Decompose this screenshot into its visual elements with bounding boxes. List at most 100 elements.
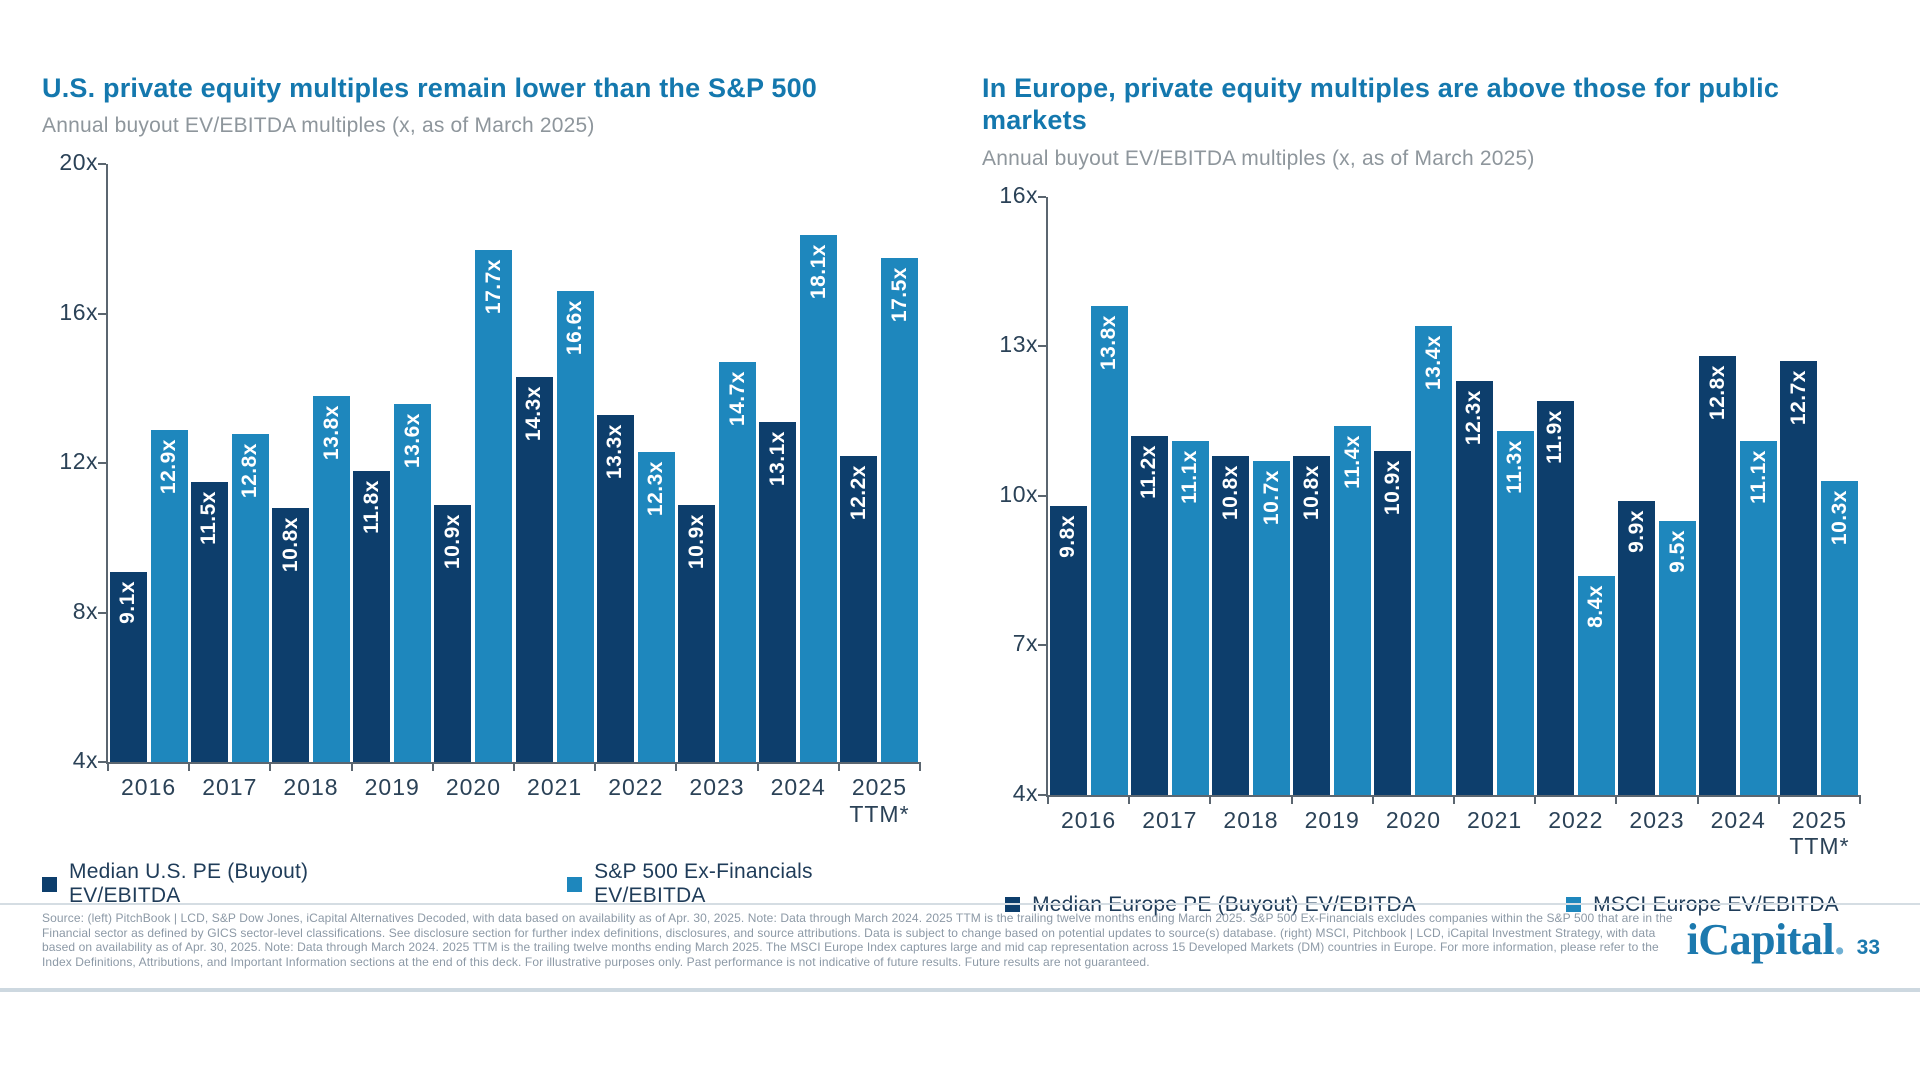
x-axis-tick [1209, 794, 1212, 804]
bar: 12.2x [840, 455, 878, 763]
x-axis-category-label: 2024 [770, 774, 826, 801]
charts-row: U.S. private equity multiples remain low… [42, 58, 1862, 917]
bar-group: 11.9x 8.4x 2022 [1535, 197, 1616, 833]
bar-value-label: 13.4x [1421, 335, 1445, 391]
x-axis-category-label: 2019 [364, 774, 420, 801]
bar-value-label: 10.8x [278, 517, 302, 573]
bar-value-label: 16.6x [563, 300, 587, 356]
x-axis-category-label: 2019 [1304, 806, 1360, 833]
bar-value-label: 11.1x [1178, 449, 1202, 504]
y-axis-tick-label: 8x [72, 597, 98, 624]
bar: 11.3x [1496, 431, 1534, 795]
y-axis-tick-label: 12x [59, 448, 98, 475]
y-axis-tick-label: 16x [59, 298, 98, 325]
bar-value-label: 11.1x [1746, 449, 1770, 504]
bar-value-label: 12.7x [1786, 370, 1810, 426]
page-number: 33 [1856, 936, 1880, 959]
x-axis-tick [675, 762, 678, 772]
bar: 13.3x [596, 414, 634, 763]
x-axis-category-label: 2022 [608, 774, 664, 801]
bar-value-label: 10.9x [1380, 459, 1404, 515]
bar-value-label: 12.9x [157, 438, 181, 494]
bar: 10.7x [1253, 460, 1290, 795]
bar-value-label: 14.7x [725, 371, 749, 427]
x-axis-tick [594, 762, 597, 772]
x-axis-tick [1453, 794, 1455, 804]
bar-value-label: 9.5x [1665, 529, 1689, 573]
x-axis-category-label: 2022 [1548, 806, 1604, 833]
bar-value-label: 17.5x [887, 266, 911, 322]
bar: 13.4x [1415, 326, 1453, 795]
x-axis-tick [756, 762, 759, 772]
logo-dot: . [1834, 915, 1845, 964]
bar-value-label: 11.8x [359, 479, 383, 534]
x-axis-tick [188, 762, 191, 772]
legend-item: Median U.S. PE (Buyout) EV/EBITDA [42, 860, 417, 908]
x-axis-category-label: 2017 [202, 774, 258, 801]
legend-swatch-light [567, 876, 583, 892]
bar-value-label: 13.1x [765, 431, 789, 487]
bar: 10.9x [434, 504, 472, 763]
x-axis-category-label: 2021 [527, 774, 583, 801]
bar-group: 12.2x 17.5x 2025 TTM* [839, 164, 920, 827]
footer-bottom-divider [0, 988, 1920, 992]
legend-item: S&P 500 Ex-Financials EV/EBITDA [567, 860, 922, 908]
bar: 8.4x [1577, 575, 1615, 795]
bar: 10.9x [678, 504, 716, 763]
x-axis-category-label: 2017 [1142, 806, 1198, 833]
bar-group: 10.8x 13.8x 2018 [270, 164, 351, 800]
x-axis-tick [919, 762, 921, 772]
bar-value-label: 9.9x [1624, 509, 1648, 553]
x-axis-category-label: 2025 TTM* [849, 774, 910, 827]
bar-group: 9.9x 9.5x 2023 [1616, 197, 1697, 833]
bar: 17.5x [881, 257, 919, 763]
x-axis-tick [1128, 794, 1131, 804]
bar-value-label: 10.7x [1259, 469, 1283, 525]
y-axis-tick [98, 761, 106, 764]
y-axis-tick-label: 10x [999, 480, 1038, 507]
bar-group: 10.9x 14.7x 2023 [676, 164, 757, 800]
bar: 13.6x [394, 403, 432, 763]
x-axis-tick [269, 762, 272, 772]
bar: 10.3x [1821, 480, 1859, 795]
bar: 17.7x [475, 250, 513, 763]
bar-value-label: 10.8x [1299, 464, 1323, 520]
bar-value-label: 9.8x [1056, 514, 1080, 558]
y-axis-tick-label: 20x [59, 149, 98, 176]
y-axis-tick [1038, 644, 1046, 647]
bar-value-label: 10.8x [1218, 464, 1242, 520]
bars-container: 9.8x 13.8x 2016 11.2x 11.1x 2017 10.8x 10.7x 201… [1047, 197, 1861, 859]
bar-group: 11.5x 12.8x 2017 [189, 164, 270, 800]
y-axis-tick [1038, 793, 1046, 796]
legend-label: Median U.S. PE (Buyout) EV/EBITDA [69, 860, 309, 908]
y-axis-tick-label: 4x [1012, 779, 1038, 806]
x-axis-category-label: 2018 [1223, 806, 1279, 833]
europe-chart-plot-area: 4x 7x 10x 13x 16x 9.8x 13.8x 2016 11.2x 11.1x 2017… [982, 182, 1862, 859]
bar-value-label: 11.5x [197, 491, 221, 545]
us-chart-legend: Median U.S. PE (Buyout) EV/EBITDA S&P 50… [42, 860, 922, 908]
x-axis-tick [1534, 794, 1537, 804]
x-axis-tick [1290, 794, 1293, 804]
bar-value-label: 13.6x [400, 412, 424, 468]
us-chart-plot: 4x 8x 12x 16x 20x 9.1x 12.9x 2016 11.5x 12.8x 2017… [59, 149, 921, 827]
europe-chart-section: In Europe, private equity multiples are … [982, 58, 1862, 917]
bar-group: 11.8x 13.6x 2019 [352, 164, 433, 800]
us-chart-title: U.S. private equity multiples remain low… [42, 73, 818, 103]
bar-group: 12.3x 11.3x 2021 [1454, 197, 1535, 833]
bar: 11.5x [190, 482, 228, 763]
bar-value-label: 13.8x [1097, 315, 1121, 371]
x-axis-tick [431, 762, 434, 772]
europe-chart-plot: 4x 7x 10x 13x 16x 9.8x 13.8x 2016 11.2x 11.1x 2017… [999, 182, 1861, 859]
bar: 13.1x [759, 422, 797, 763]
x-axis-category-label: 2023 [1629, 806, 1685, 833]
bar: 10.9x [1374, 450, 1412, 795]
bar-value-label: 8.4x [1584, 584, 1608, 628]
bar-group: 14.3x 16.6x 2021 [514, 164, 595, 800]
bar: 9.5x [1659, 520, 1697, 795]
bar: 12.8x [1699, 356, 1737, 795]
bar: 14.7x [719, 362, 757, 763]
x-axis-tick [1777, 794, 1780, 804]
x-axis-tick [107, 762, 109, 772]
bar-group: 13.3x 12.3x 2022 [595, 164, 676, 800]
bar: 16.6x [556, 291, 594, 763]
